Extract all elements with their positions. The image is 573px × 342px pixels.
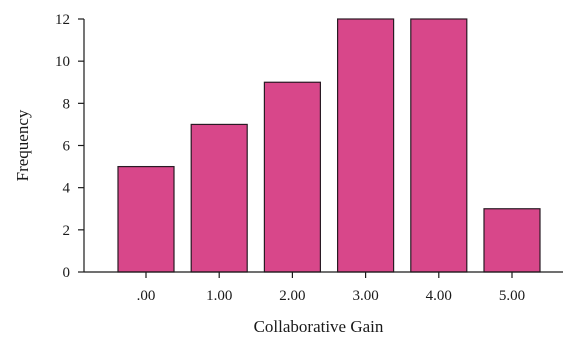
- bar-3.00: [337, 18, 395, 273]
- x-tick-label: 1.00: [206, 288, 232, 304]
- x-ticks-group: .00 1.00 2.00 3.00 4.00 5.00: [137, 272, 525, 304]
- x-tick-label: 4.00: [426, 288, 452, 304]
- bars-group: [117, 18, 541, 273]
- y-tick-label: 0: [63, 265, 71, 281]
- x-tick-label: 3.00: [352, 288, 378, 304]
- x-tick-label: .00: [137, 288, 156, 304]
- bar-5.00: [483, 208, 541, 273]
- y-axis-title: Frequency: [13, 109, 32, 181]
- x-tick-label: 5.00: [499, 288, 525, 304]
- bar-.00: [117, 165, 175, 273]
- x-tick-label: 2.00: [279, 288, 305, 304]
- y-tick-label: 12: [55, 12, 70, 28]
- y-tick-label: 6: [63, 139, 71, 155]
- bar-2.00: [263, 81, 321, 273]
- y-ticks-group: 0 2 4 6 8 10 12: [55, 12, 84, 281]
- y-tick-label: 2: [63, 223, 71, 239]
- x-axis-title: Collaborative Gain: [254, 317, 384, 336]
- y-tick-label: 10: [55, 54, 70, 70]
- y-tick-label: 8: [63, 96, 71, 112]
- bar-1.00: [190, 123, 248, 273]
- bar-4.00: [410, 18, 468, 273]
- y-tick-label: 4: [63, 181, 71, 197]
